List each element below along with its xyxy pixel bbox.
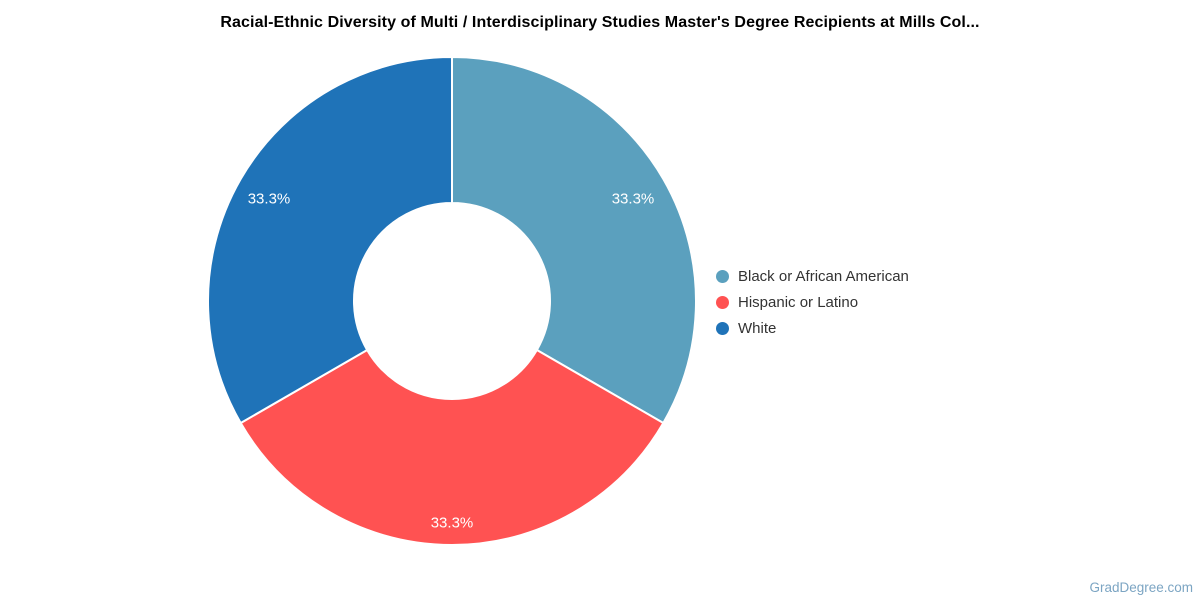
legend-item-hispanic-or-latino[interactable]: Hispanic or Latino: [716, 289, 909, 315]
legend-label: Black or African American: [738, 267, 909, 285]
pie-slice-black-or-african-american[interactable]: [451, 56, 697, 424]
pie-slice-white[interactable]: [207, 56, 453, 424]
legend-item-black-or-african-american[interactable]: Black or African American: [716, 263, 909, 289]
slice-label-black-or-african-american: 33.3%: [612, 191, 655, 208]
legend-marker-icon: [716, 321, 729, 335]
legend-label: White: [738, 319, 777, 337]
pie-slice-hispanic-or-latino[interactable]: [239, 349, 665, 546]
legend-marker-icon: [716, 269, 729, 283]
slice-label-white: 33.3%: [248, 191, 291, 208]
watermark-link[interactable]: GradDegree.com: [1089, 580, 1193, 595]
slice-label-hispanic-or-latino: 33.3%: [431, 515, 474, 532]
legend-label: Hispanic or Latino: [738, 293, 859, 311]
legend-marker-icon: [716, 295, 729, 309]
legend-item-white[interactable]: White: [716, 315, 909, 341]
legend: Black or African American Hispanic or La…: [716, 263, 909, 341]
chart-title: Racial-Ethnic Diversity of Multi / Inter…: [220, 14, 980, 31]
